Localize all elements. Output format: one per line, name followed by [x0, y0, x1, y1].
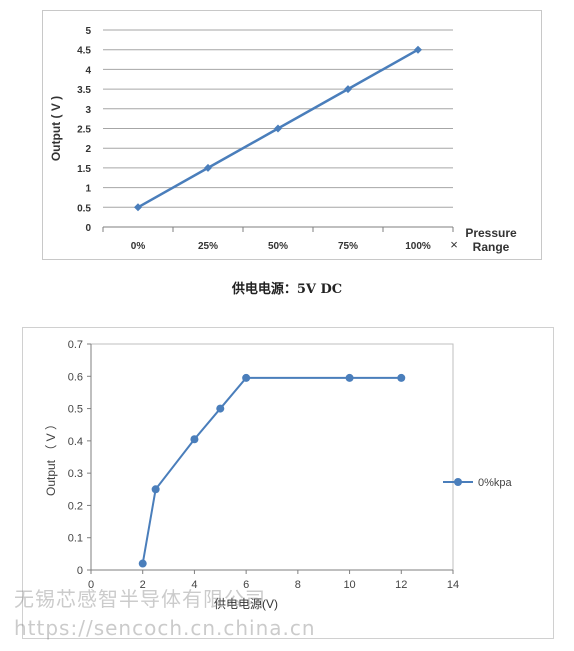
y-tick-label: 1	[85, 184, 91, 195]
x-tick-label: 8	[295, 579, 301, 591]
y-tick-label: 1.5	[77, 164, 91, 175]
y-tick-label: 2	[85, 144, 91, 155]
chart-1-frame: 0 0.5 1 1.5 2 2.5 3 3.5 4 4.5 5 0% 25% 50% 75% 100% × Out…	[42, 10, 542, 260]
x-axis-marker: ×	[450, 237, 458, 252]
y-tick-label: 0.5	[68, 404, 83, 416]
data-point-marker	[138, 559, 147, 568]
data-point-marker	[134, 203, 142, 212]
x-tick-label: 2	[140, 579, 146, 591]
x-axis-label-line: Range	[473, 240, 510, 254]
y-tick-label: 5	[85, 26, 91, 37]
data-point-marker	[216, 404, 225, 413]
y-tick-label: 0.6	[68, 371, 83, 383]
x-tick-label: 100%	[405, 241, 431, 252]
y-tick-label: 0.5	[77, 203, 91, 214]
data-point-marker	[242, 373, 251, 382]
data-point-marker	[151, 485, 160, 494]
x-tick-label: 0%	[131, 241, 146, 252]
data-point-marker	[345, 373, 354, 382]
x-axis-label-line: Pressure	[465, 226, 517, 240]
y-tick-label: 0.2	[68, 500, 83, 512]
watermark-url: https://sencoch.cn.china.cn	[14, 616, 316, 640]
y-axis-label: Output （ V ）	[44, 418, 58, 496]
x-tick-label: 75%	[338, 241, 358, 252]
x-tick-label: 4	[191, 579, 197, 591]
y-tick-label: 2.5	[77, 125, 91, 136]
y-tick-label: 0	[85, 223, 91, 234]
x-tick-label: 25%	[198, 241, 218, 252]
series-line	[141, 376, 402, 564]
y-tick-label: 3.5	[77, 85, 91, 96]
y-tick-label: 3	[85, 105, 91, 116]
watermark-company: 无锡芯感智半导体有限公司	[14, 587, 266, 611]
x-tick-label: 14	[447, 579, 459, 591]
data-point-marker	[414, 45, 422, 54]
data-point-marker	[397, 373, 406, 382]
power-supply-caption: 供电电源：5V DC	[231, 282, 343, 297]
chart-1-svg: 00.511.522.533.544.550% 25% 50% 75% 100% ×Out…	[49, 26, 517, 254]
y-tick-label: 0.7	[68, 339, 83, 351]
x-tick-label: 0	[88, 579, 94, 591]
x-axis-label: 供电电源(V)	[214, 597, 278, 611]
y-tick-label: 4	[85, 65, 91, 76]
y-tick-label: 0.1	[68, 533, 83, 545]
y-tick-label: 4.5	[77, 46, 91, 57]
data-point-marker	[274, 124, 282, 133]
y-tick-label: 0	[77, 565, 83, 577]
data-point-marker	[344, 85, 352, 94]
y-tick-label: 0.4	[68, 436, 83, 448]
legend-label: 0%kpa	[478, 477, 513, 489]
legend-marker	[454, 478, 462, 486]
chart-2-svg: 0 0.1 0.2 0.3 0.4 0.5 0.6 0.7 0 2 4 6 8 10 12 14 Output …	[44, 339, 513, 611]
chart-2-frame: 0 0.1 0.2 0.3 0.4 0.5 0.6 0.7 0 2 4 6 8 10 12 14 Output …	[22, 327, 554, 639]
y-tick-label: 0.3	[68, 468, 83, 480]
x-tick-label: 12	[395, 579, 407, 591]
y-axis-label: Output ( V )	[49, 96, 63, 161]
data-point-marker	[204, 163, 212, 172]
x-tick-label: 6	[243, 579, 249, 591]
x-tick-label: 50%	[268, 241, 288, 252]
data-point-marker	[190, 435, 199, 444]
x-tick-label: 10	[343, 579, 355, 591]
